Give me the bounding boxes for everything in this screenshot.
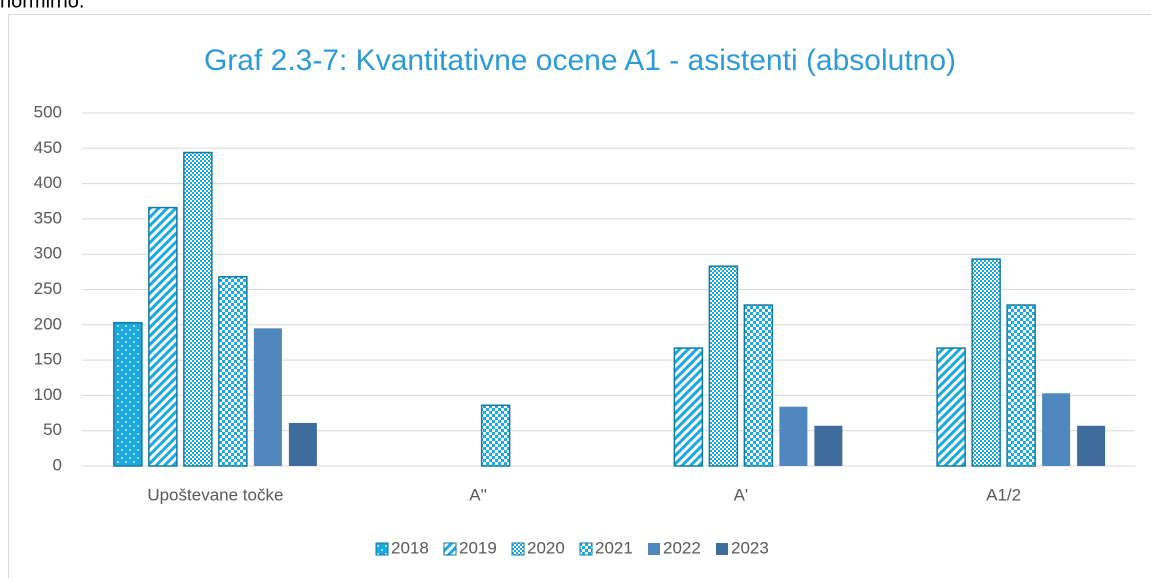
- bar: [288, 422, 317, 466]
- legend-swatch: [716, 543, 728, 555]
- legend-label: 2018: [391, 538, 429, 557]
- y-tick-label: 300: [34, 244, 62, 263]
- bar: [253, 328, 282, 466]
- legend-label: 2019: [459, 538, 497, 557]
- legend-label: 2021: [595, 538, 633, 557]
- legend-swatch: [375, 542, 389, 556]
- y-tick-label: 50: [43, 420, 62, 439]
- y-tick-label: 200: [34, 314, 62, 333]
- bar: [183, 151, 213, 467]
- y-tick-label: 0: [53, 455, 62, 474]
- legend-label: 2022: [663, 538, 701, 557]
- x-tick-label: A1/2: [986, 485, 1021, 504]
- y-tick-label: 350: [34, 208, 62, 227]
- x-tick-label: A'': [469, 485, 487, 504]
- x-tick-label: Upoštevane točke: [147, 485, 283, 504]
- y-tick-label: 400: [34, 173, 62, 192]
- bar: [218, 276, 248, 467]
- bar: [1042, 393, 1071, 466]
- chart-title: Graf 2.3-7: Kvantitativne ocene A1 - asi…: [204, 44, 956, 77]
- page-text: normirno.: [0, 0, 84, 12]
- chart-border: [8, 14, 1151, 578]
- bar: [1077, 425, 1106, 466]
- y-tick-label: 450: [34, 138, 62, 157]
- bar: [936, 347, 966, 467]
- bar: [814, 425, 843, 466]
- bar: [673, 347, 704, 467]
- bar: [480, 404, 511, 467]
- legend-swatch: [579, 542, 593, 556]
- bar: [743, 304, 774, 467]
- bar: [971, 258, 1001, 467]
- legend-label: 2023: [731, 538, 769, 557]
- y-tick-label: 150: [34, 350, 62, 369]
- bar: [113, 321, 143, 467]
- legend-swatch: [648, 543, 660, 555]
- legend-label: 2020: [527, 538, 565, 557]
- bar: [779, 406, 808, 466]
- bar: [708, 265, 739, 467]
- y-tick-label: 100: [34, 385, 62, 404]
- bar: [1006, 304, 1036, 467]
- bar: [148, 206, 178, 467]
- x-tick-label: A': [734, 485, 749, 504]
- y-tick-label: 250: [34, 279, 62, 298]
- y-tick-label: 500: [34, 102, 62, 121]
- legend-swatch: [511, 542, 525, 556]
- legend-swatch: [443, 542, 457, 556]
